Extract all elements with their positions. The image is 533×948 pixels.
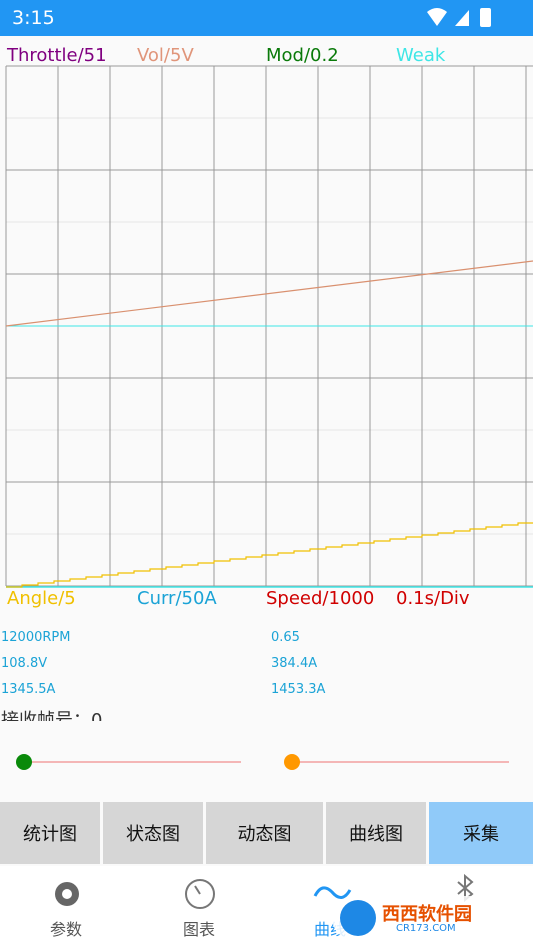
reading: 0.65 bbox=[271, 630, 300, 645]
legend-mod: Mod/0.2 bbox=[266, 45, 339, 66]
legend-curr: Curr/50A bbox=[137, 588, 217, 609]
watermark-logo bbox=[340, 900, 376, 936]
legend-speed: Speed/1000 bbox=[266, 588, 375, 609]
button[interactable]: 曲线图 bbox=[326, 802, 426, 864]
vol-trace bbox=[5, 260, 533, 327]
status-bar: 3:15 bbox=[0, 0, 533, 36]
nav-label[interactable]: 图表 bbox=[183, 920, 216, 939]
frame-clip: 接收帧号：0 bbox=[0, 704, 533, 721]
legend-div: 0.1s/Div bbox=[396, 588, 470, 609]
watermark-site: CR173.COM bbox=[396, 923, 456, 934]
legend-weak: Weak bbox=[396, 45, 446, 66]
plot bbox=[5, 65, 533, 588]
reading: 1345.5A bbox=[1, 682, 56, 697]
frame-label: 接收帧号：0 bbox=[1, 710, 103, 721]
button[interactable]: 动态图 bbox=[206, 802, 323, 864]
angle-trace bbox=[6, 522, 533, 588]
legend-throttle: Throttle/51 bbox=[7, 45, 107, 66]
button[interactable]: 采集 bbox=[429, 802, 533, 864]
nav-label[interactable]: 参数 bbox=[50, 920, 83, 939]
button[interactable]: 状态图 bbox=[103, 802, 203, 864]
legend-vol: Vol/5V bbox=[137, 45, 194, 66]
reading: 108.8V bbox=[1, 656, 48, 671]
watermark: 西西软件园 CR173.COM bbox=[332, 896, 512, 940]
legend-angle: Angle/5 bbox=[7, 588, 76, 609]
sliders[interactable] bbox=[0, 748, 533, 778]
reading: 12000RPM bbox=[1, 630, 71, 645]
watermark-name: 西西软件园 bbox=[382, 904, 472, 925]
time: 3:15 bbox=[12, 7, 55, 29]
nav-icons bbox=[55, 873, 474, 909]
reading: 1453.3A bbox=[271, 682, 326, 697]
reading: 384.4A bbox=[271, 656, 318, 671]
button[interactable]: 统计图 bbox=[0, 802, 100, 864]
status-icons bbox=[427, 8, 491, 27]
